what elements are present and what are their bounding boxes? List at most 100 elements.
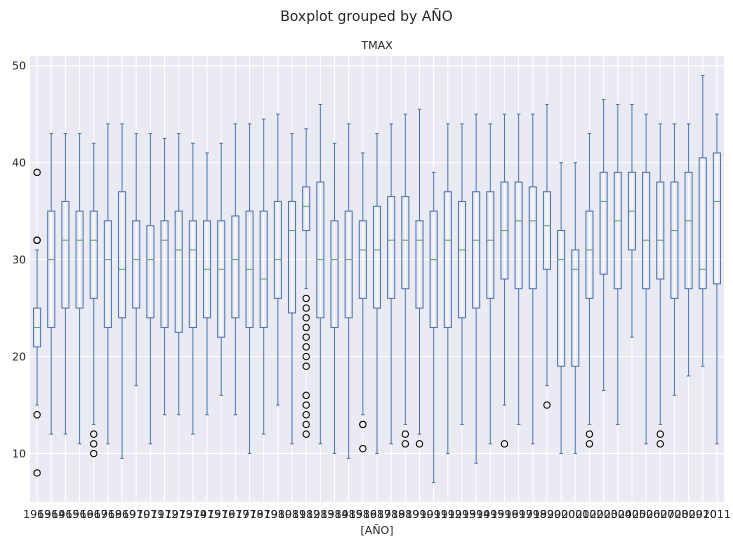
box-group-2000: [557, 162, 566, 455]
x-tick-label: 1969: [108, 508, 136, 521]
flier-point: [302, 391, 310, 400]
box: [287, 200, 297, 314]
flier-point: [359, 420, 367, 429]
flier-point: [90, 430, 98, 438]
box: [472, 191, 481, 309]
y-tick-label: 40: [12, 157, 26, 170]
x-tick-label: 2002: [575, 508, 603, 521]
flier-point: [302, 420, 310, 429]
box: [174, 210, 183, 333]
box: [514, 181, 523, 290]
box: [75, 210, 84, 309]
x-tick-label: 1986: [349, 508, 377, 521]
box: [684, 171, 693, 290]
x-axis-label: [AÑO]: [361, 524, 394, 537]
x-tick-label: 1989: [391, 508, 419, 521]
box: [571, 249, 580, 367]
box: [401, 196, 410, 290]
x-tick-label: 1981: [278, 508, 306, 521]
box-group-1976: [217, 142, 226, 396]
box-group-1990: [415, 108, 424, 448]
box: [231, 215, 240, 319]
x-tick-label: 1977: [221, 508, 249, 521]
x-tick-label: 1963: [23, 508, 51, 521]
flier-point: [415, 440, 424, 448]
box-group-1987: [372, 133, 382, 455]
y-tick-label: 50: [12, 60, 26, 73]
box-group-1971: [146, 133, 155, 445]
flier-point: [33, 236, 41, 244]
chart-suptitle: Boxplot grouped by AÑO: [280, 8, 453, 25]
x-tick-label: 1972: [151, 508, 179, 521]
box: [613, 171, 622, 290]
flier-point: [359, 444, 367, 453]
box: [146, 225, 155, 319]
box-group-2011: [712, 113, 721, 445]
box: [542, 191, 552, 270]
flier-point: [302, 314, 310, 322]
x-tick-label: 2000: [547, 508, 575, 521]
x-tick-label: 1964: [37, 508, 65, 521]
flier-point: [302, 343, 310, 351]
flier-point: [401, 440, 410, 448]
box-group-1984: [330, 142, 339, 455]
box-group-1974: [188, 142, 197, 435]
x-tick-label: 1991: [420, 508, 448, 521]
box: [712, 152, 721, 285]
x-tick-label: 1990: [405, 508, 433, 521]
box: [188, 220, 197, 328]
flier-point: [656, 440, 664, 448]
x-tick-label: 1988: [377, 508, 405, 521]
x-tick-label: 1965: [51, 508, 79, 521]
flier-point: [33, 411, 41, 419]
x-tick-label: 1979: [250, 508, 278, 521]
flier-point: [585, 440, 594, 448]
flier-point: [302, 304, 310, 312]
box: [585, 210, 594, 299]
box: [372, 205, 382, 309]
box-group-1986: [358, 152, 367, 453]
box: [47, 210, 56, 328]
x-tick-label: 2007: [646, 508, 674, 521]
flier-point: [656, 430, 664, 438]
x-tick-label: 1982: [292, 508, 320, 521]
x-tick-label: 1995: [476, 508, 504, 521]
box-group-1978: [245, 123, 254, 455]
box: [132, 220, 141, 309]
box-group-1964: [47, 133, 56, 435]
x-tick-label: 2003: [590, 508, 618, 521]
x-tick-label: 1967: [80, 508, 108, 521]
box: [670, 181, 679, 299]
x-tick-label: 1994: [462, 508, 490, 521]
box-group-1981: [287, 133, 297, 445]
box: [557, 230, 566, 367]
box-group-2003: [599, 99, 608, 391]
box: [528, 186, 537, 290]
y-tick-labels: 10 20 30 40 50: [12, 60, 26, 461]
x-tick-labels: 1963196419651966196719681969197019711972…: [23, 508, 731, 521]
flier-point: [585, 430, 594, 438]
y-tick-label: 20: [12, 351, 26, 364]
flier-point: [33, 168, 41, 177]
box-group-2002: [585, 133, 594, 448]
flier-point: [543, 401, 551, 409]
flier-point: [302, 294, 310, 303]
box-group-1965: [61, 133, 70, 435]
box-group-2009: [684, 123, 693, 377]
x-tick-label: 1992: [434, 508, 462, 521]
x-tick-label: 1966: [66, 508, 94, 521]
box-group-2008: [670, 123, 679, 396]
box-group-1963: [33, 168, 42, 477]
flier-point: [302, 411, 310, 419]
box-group-1969: [118, 123, 127, 459]
axes-title: TMAX: [360, 39, 393, 52]
box-group-1999: [542, 103, 552, 409]
box: [358, 220, 367, 299]
x-tick-label: 1985: [335, 508, 363, 521]
box-series: [33, 74, 721, 484]
box: [344, 210, 353, 319]
x-tick-label: 1987: [363, 508, 391, 521]
box-group-1966: [75, 133, 84, 445]
box-group-1992: [443, 123, 452, 455]
